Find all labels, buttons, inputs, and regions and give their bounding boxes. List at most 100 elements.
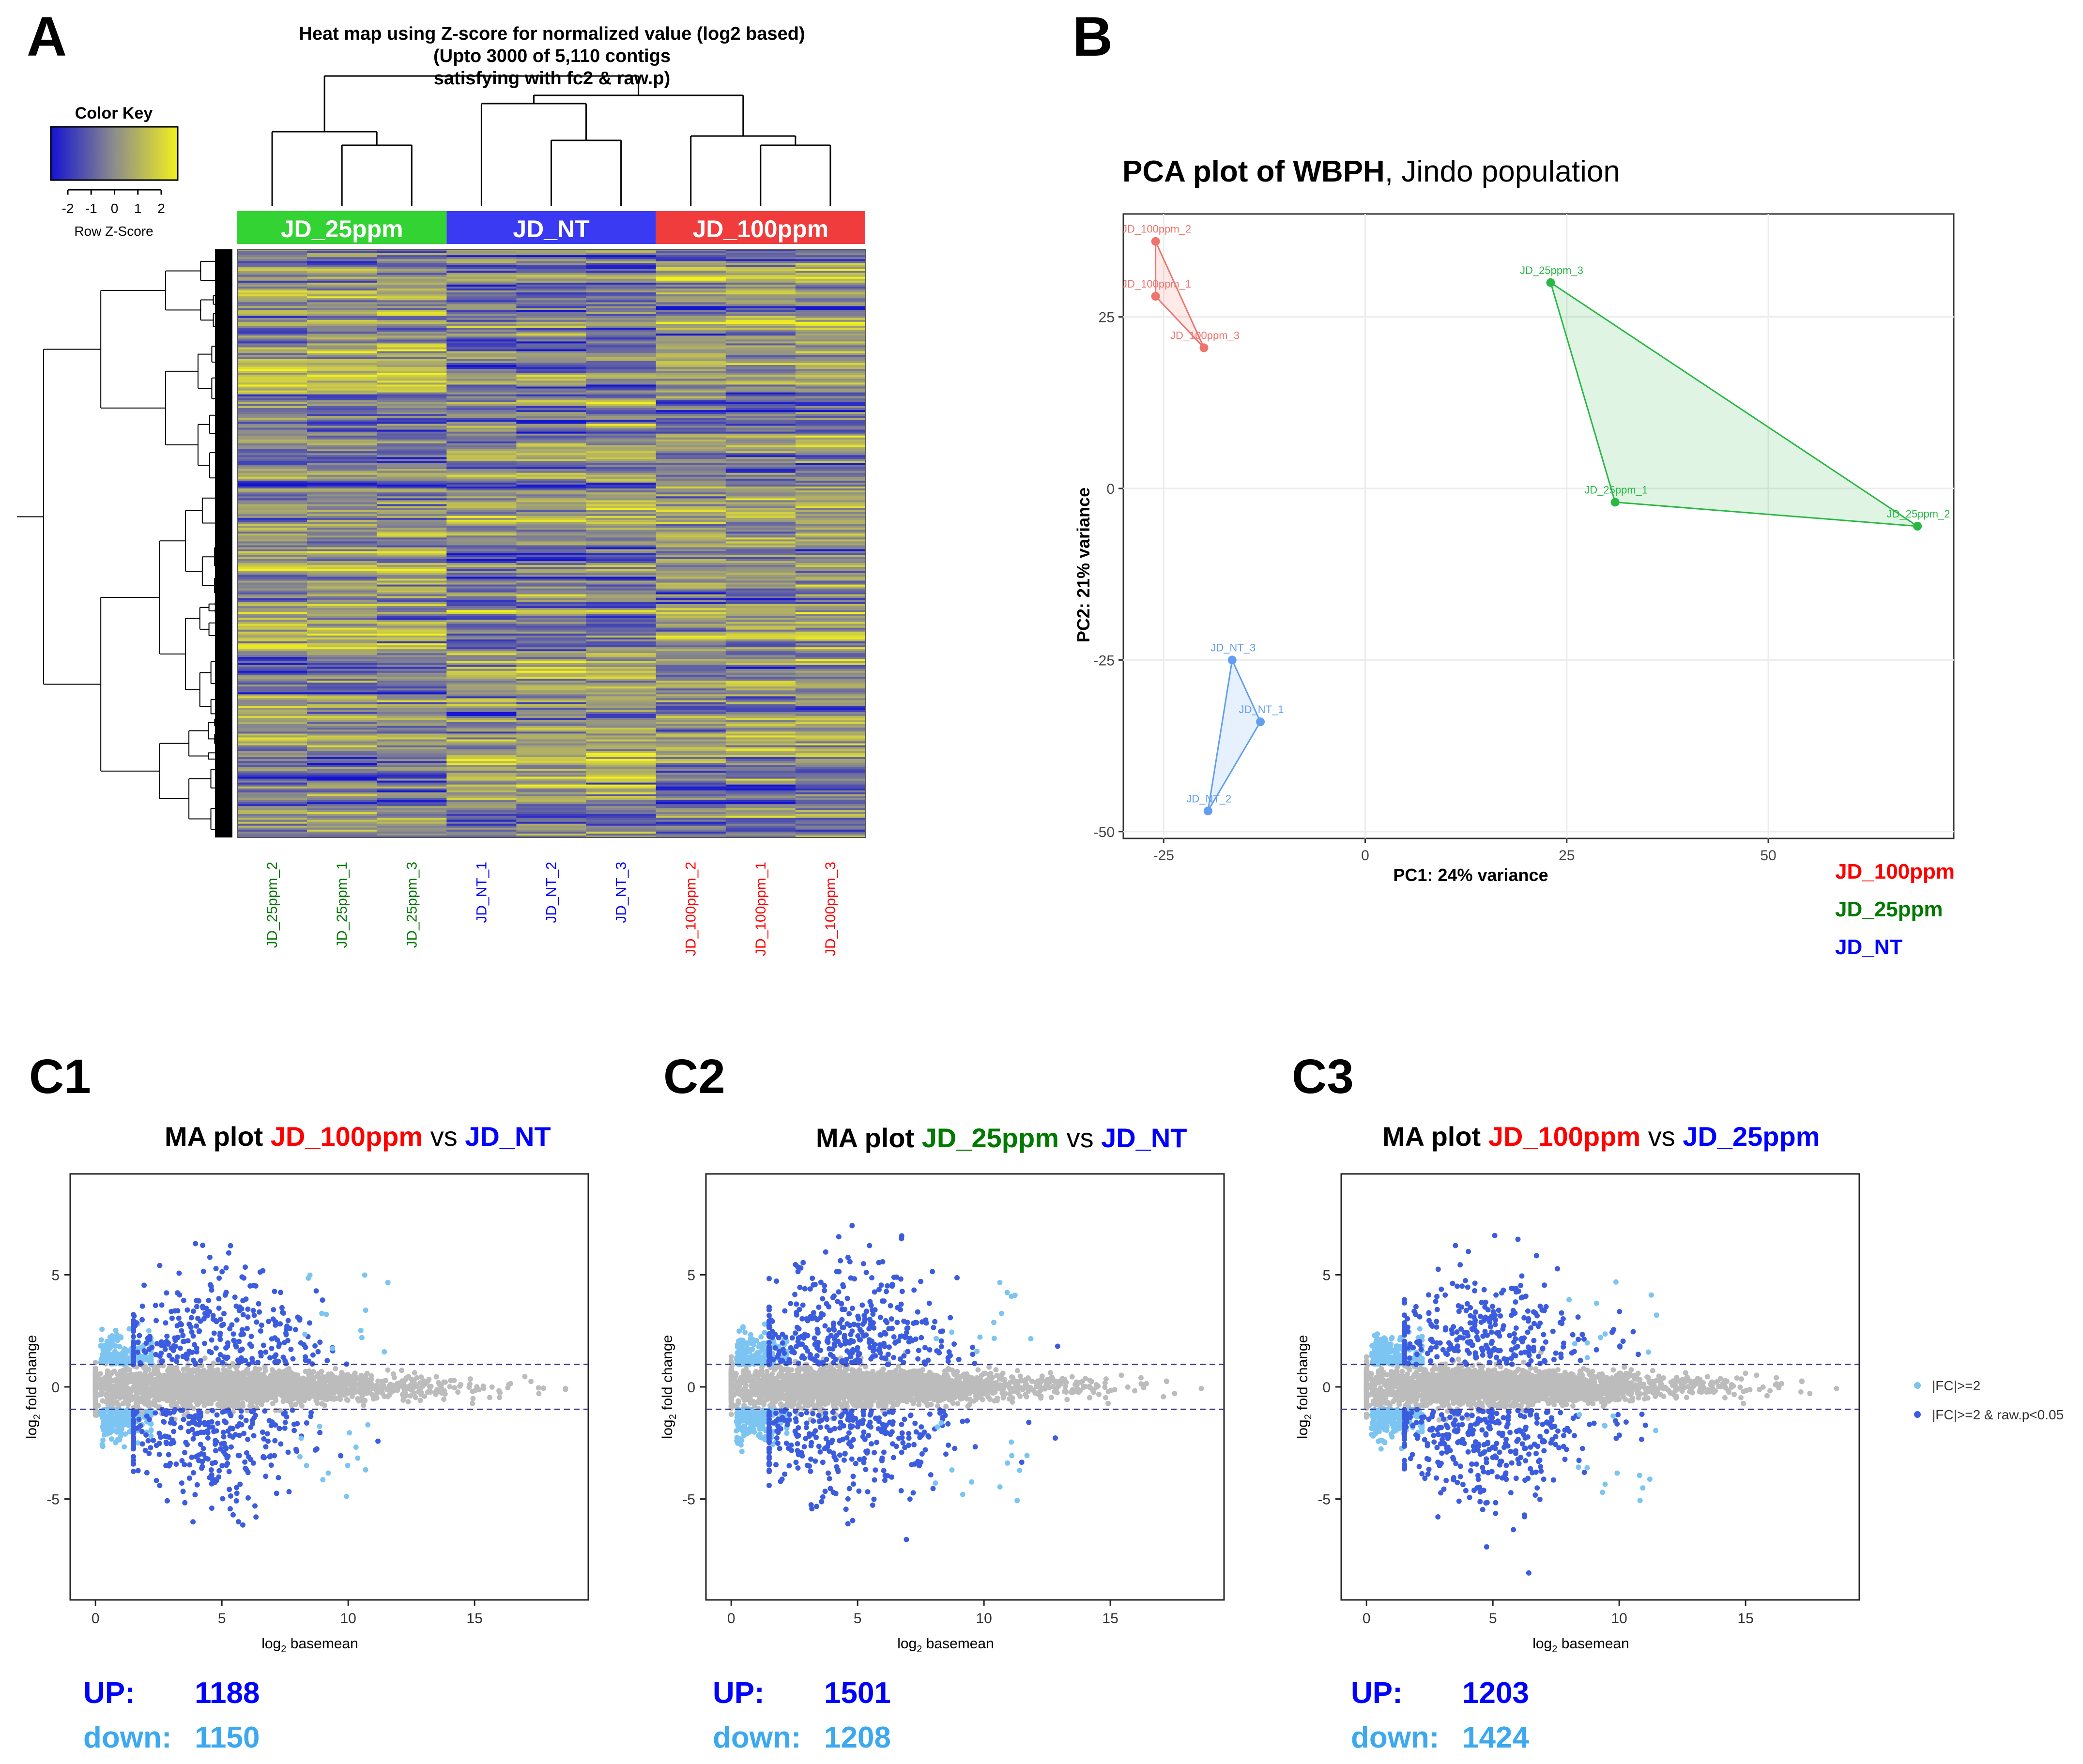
heatmap-cell: [307, 792, 377, 795]
heatmap-cell: [586, 778, 657, 781]
heatmap-cell: [237, 667, 307, 669]
heatmap-cell: [586, 790, 657, 793]
heatmap-cell: [725, 731, 796, 734]
heatmap-cell: [656, 508, 726, 511]
heatmap-cell: [446, 530, 517, 532]
heatmap-cell: [516, 694, 587, 697]
heatmap-cell: [656, 661, 726, 664]
heatmap-cell: [516, 441, 587, 444]
heatmap-cell: [795, 335, 866, 338]
heatmap-cell: [377, 388, 447, 391]
heatmap-cell: [307, 339, 377, 342]
heatmap-cell: [795, 694, 866, 697]
heatmap-cell: [586, 306, 657, 309]
heatmap-cell: [656, 467, 726, 470]
heatmap-cell: [516, 731, 587, 734]
heatmap-cell: [795, 410, 866, 412]
heatmap-cell: [725, 410, 796, 412]
heatmap-cell: [237, 351, 307, 354]
heatmap-cell: [725, 761, 796, 763]
heatmap-cell: [446, 412, 517, 414]
heatmap-cell: [656, 800, 726, 803]
heatmap-cell: [795, 519, 866, 522]
heatmap-cell: [656, 349, 726, 352]
heatmap-cell: [377, 561, 447, 563]
heatmap-cell: [586, 443, 657, 446]
heatmap-cell: [237, 371, 307, 373]
heatmap-cell: [237, 816, 307, 819]
heatmap-cell: [307, 643, 377, 646]
heatmap-cell: [656, 823, 726, 826]
heatmap-cell: [307, 278, 377, 281]
heatmap-cell: [656, 577, 726, 579]
heatmap-cell: [237, 420, 307, 422]
heatmap-cell: [446, 553, 517, 556]
heatmap-cell: [377, 420, 447, 422]
heatmap-cell: [307, 455, 377, 457]
heatmap-cell: [237, 543, 307, 546]
heatmap-cell: [446, 402, 517, 405]
heatmap-cell: [656, 292, 726, 295]
ma-xlabel-sub: 2: [281, 1644, 286, 1655]
heatmap-cell: [307, 318, 377, 320]
heatmap-cell: [237, 808, 307, 810]
heatmap-cell: [307, 255, 377, 258]
heatmap-cell: [795, 485, 866, 487]
heatmap-cell: [586, 804, 657, 806]
heatmap-cell: [237, 602, 307, 605]
heatmap-cell: [725, 431, 796, 434]
heatmap-cell: [237, 622, 307, 624]
heatmap-cell: [516, 408, 587, 411]
heatmap-cell: [725, 696, 796, 699]
heatmap-cell: [586, 563, 657, 565]
heatmap-cell: [516, 271, 587, 274]
heatmap-cell: [237, 524, 307, 526]
heatmap-cell: [586, 310, 657, 313]
heatmap-cell: [307, 512, 377, 515]
heatmap-cell: [586, 775, 657, 777]
heatmap-cell: [656, 663, 726, 666]
heatmap-cell: [307, 429, 377, 432]
heatmap-cell: [237, 584, 307, 587]
heatmap-cell: [795, 790, 866, 793]
heatmap-cell: [656, 480, 726, 483]
heatmap-cell: [586, 469, 657, 471]
heatmap-cell: [725, 637, 796, 640]
heatmap-cell: [446, 681, 517, 683]
heatmap-cell: [725, 363, 796, 365]
heatmap-cell: [725, 730, 796, 732]
pca-hull-JD_25ppm: [1549, 281, 1920, 527]
heatmap-cell: [586, 400, 657, 403]
heatmap-cell: [307, 545, 377, 548]
heatmap-cell: [586, 653, 657, 655]
heatmap-cell: [516, 469, 587, 471]
heatmap-cell: [725, 426, 796, 428]
heatmap-cell: [446, 641, 517, 644]
heatmap-cell: [446, 416, 517, 418]
heatmap-cell: [446, 461, 517, 464]
heatmap-cell: [656, 835, 726, 838]
heatmap-cell: [725, 341, 796, 344]
heatmap-cell: [656, 280, 726, 283]
heatmap-cell: [656, 784, 726, 787]
heatmap-cell: [446, 445, 517, 448]
heatmap-cell: [377, 537, 447, 540]
heatmap-cell: [516, 463, 587, 466]
heatmap-cell: [725, 375, 796, 377]
heatmap-cell: [795, 700, 866, 703]
heatmap-cell: [516, 557, 587, 560]
heatmap-cell: [377, 427, 447, 430]
heatmap-cell: [725, 306, 796, 309]
heatmap-cell: [516, 683, 587, 685]
c1-title-vs: vs: [430, 1121, 458, 1152]
heatmap-cell: [586, 812, 657, 814]
heatmap-cell: [377, 598, 447, 601]
heatmap-cell: [586, 829, 657, 832]
pca-title-rest: , Jindo population: [1385, 155, 1620, 188]
heatmap-cell: [307, 304, 377, 307]
color-key-ticks: -2 -1 0 1 2: [62, 189, 165, 216]
heatmap-cell: [516, 639, 587, 642]
heatmap-cell: [725, 728, 796, 730]
heatmap-cell: [377, 519, 447, 522]
